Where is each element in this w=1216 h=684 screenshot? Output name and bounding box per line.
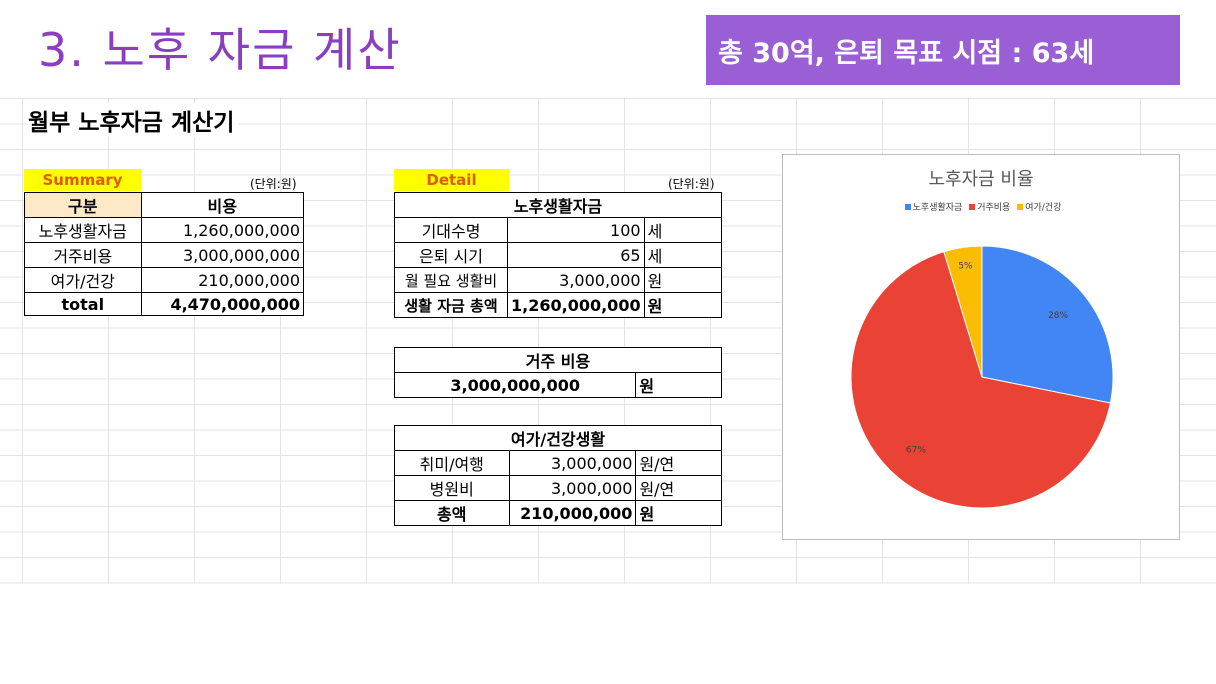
summary-row-value[interactable]: 210,000,000 — [140, 267, 305, 293]
detail-row-unit[interactable]: 원 — [643, 292, 723, 318]
table-row: 취미/여행 3,000,000 원/연 — [394, 450, 722, 476]
living-fund-title: 노후생활자금 — [394, 192, 722, 218]
summary-total-label[interactable]: total — [24, 292, 142, 316]
detail-row-value[interactable]: 3,000,000 — [508, 450, 637, 476]
pie-slice-label-0: 28% — [1048, 311, 1068, 321]
detail-row-value[interactable]: 1,260,000,000 — [507, 292, 645, 318]
detail-row-unit[interactable]: 원 — [643, 267, 723, 293]
summary-header-row: 구분 비용 — [24, 192, 305, 218]
detail-row-unit[interactable]: 세 — [643, 217, 723, 243]
summary-table: 구분 비용 노후생활자금 1,260,000,000 거주비용 3,000,00… — [24, 192, 305, 316]
detail-row-value[interactable]: 3,000,000 — [507, 267, 645, 293]
calculator-title: 월부 노후자금 계산기 — [28, 103, 239, 137]
chart-legend: 노후생활자금 거주비용 여가/건강 — [783, 200, 1179, 213]
pie-slice-label-2: 5% — [958, 262, 973, 272]
table-row: 거주비용 3,000,000,000 — [24, 242, 305, 268]
detail-row-unit[interactable]: 원 — [635, 500, 722, 526]
pie-slice-0[interactable] — [981, 245, 1114, 404]
detail-row-label[interactable]: 은퇴 시기 — [393, 242, 509, 268]
pie-slice-2[interactable] — [943, 245, 983, 378]
housing-unit[interactable]: 원 — [635, 372, 722, 398]
table-row: 총액 210,000,000 원 — [394, 500, 722, 526]
slide-title: 3. 노후 자금 계산 — [38, 23, 402, 77]
pie-chart-container[interactable]: 노후자금 비율 노후생활자금 거주비용 여가/건강 28% 67% 5% — [782, 154, 1180, 540]
legend-swatch-1 — [969, 204, 976, 210]
table-row: 병원비 3,000,000 원/연 — [394, 475, 722, 501]
goal-badge: 총 30억, 은퇴 목표 시점 : 63세 — [706, 15, 1180, 85]
detail-unit: (단위:원) — [668, 177, 715, 191]
housing-value[interactable]: 3,000,000,000 — [393, 372, 637, 398]
pie-slice-label-1: 67% — [906, 446, 926, 456]
legend-label: 거주비용 — [977, 203, 1011, 213]
table-row: 3,000,000,000 원 — [393, 372, 722, 398]
table-row: 생활 자금 총액 1,260,000,000 원 — [393, 292, 723, 318]
detail-row-value[interactable]: 100 — [507, 217, 645, 243]
leisure-title-row: 여가/건강생활 — [394, 425, 722, 451]
leisure-table: 여가/건강생활 취미/여행 3,000,000 원/연 병원비 3,000,00… — [394, 425, 722, 526]
detail-row-label[interactable]: 총액 — [394, 500, 510, 526]
leisure-title: 여가/건강생활 — [394, 425, 722, 451]
table-row: 여가/건강 210,000,000 — [24, 267, 305, 293]
summary-total-value[interactable]: 4,470,000,000 — [140, 292, 305, 316]
living-fund-table: 노후생활자금 기대수명 100 세 은퇴 시기 65 세 월 필요 생활비 3,… — [393, 192, 723, 318]
summary-unit: (단위:원) — [250, 177, 297, 191]
legend-swatch-0 — [904, 204, 911, 210]
detail-row-unit[interactable]: 원/연 — [635, 475, 722, 501]
summary-row-label[interactable]: 여가/건강 — [24, 267, 142, 293]
legend-label: 노후생활자금 — [912, 203, 963, 213]
pie-chart: 28% 67% 5% — [850, 245, 1114, 509]
summary-col-cost: 비용 — [140, 192, 305, 218]
legend-label: 여가/건강 — [1025, 203, 1062, 213]
detail-row-label[interactable]: 생활 자금 총액 — [393, 292, 509, 318]
table-row: 은퇴 시기 65 세 — [393, 242, 723, 268]
chart-title: 노후자금 비율 — [928, 169, 1034, 190]
detail-row-label[interactable]: 기대수명 — [393, 217, 509, 243]
legend-swatch-2 — [1017, 204, 1024, 210]
detail-row-label[interactable]: 월 필요 생활비 — [393, 267, 509, 293]
summary-row-value[interactable]: 1,260,000,000 — [140, 217, 305, 243]
detail-row-unit[interactable]: 원/연 — [635, 450, 722, 476]
housing-title-row: 거주 비용 — [394, 347, 722, 373]
table-row: 월 필요 생활비 3,000,000 원 — [393, 267, 723, 293]
detail-row-value[interactable]: 210,000,000 — [508, 500, 637, 526]
housing-table: 거주 비용 3,000,000,000 원 — [393, 347, 722, 398]
summary-header: Summary — [24, 169, 141, 191]
summary-total-row: total 4,470,000,000 — [24, 292, 305, 316]
pie-slice-1[interactable] — [850, 251, 1111, 509]
detail-row-value[interactable]: 3,000,000 — [508, 475, 637, 501]
summary-row-label[interactable]: 노후생활자금 — [24, 217, 142, 243]
detail-row-unit[interactable]: 세 — [643, 242, 723, 268]
detail-header: Detail — [394, 169, 509, 191]
housing-title: 거주 비용 — [394, 347, 722, 373]
table-row: 노후생활자금 1,260,000,000 — [24, 217, 305, 243]
summary-row-value[interactable]: 3,000,000,000 — [140, 242, 305, 268]
detail-row-label[interactable]: 취미/여행 — [394, 450, 510, 476]
table-row: 기대수명 100 세 — [393, 217, 723, 243]
detail-row-value[interactable]: 65 — [507, 242, 645, 268]
summary-row-label[interactable]: 거주비용 — [24, 242, 142, 268]
summary-col-category: 구분 — [24, 192, 142, 218]
detail-row-label[interactable]: 병원비 — [394, 475, 510, 501]
living-fund-title-row: 노후생활자금 — [394, 192, 722, 218]
